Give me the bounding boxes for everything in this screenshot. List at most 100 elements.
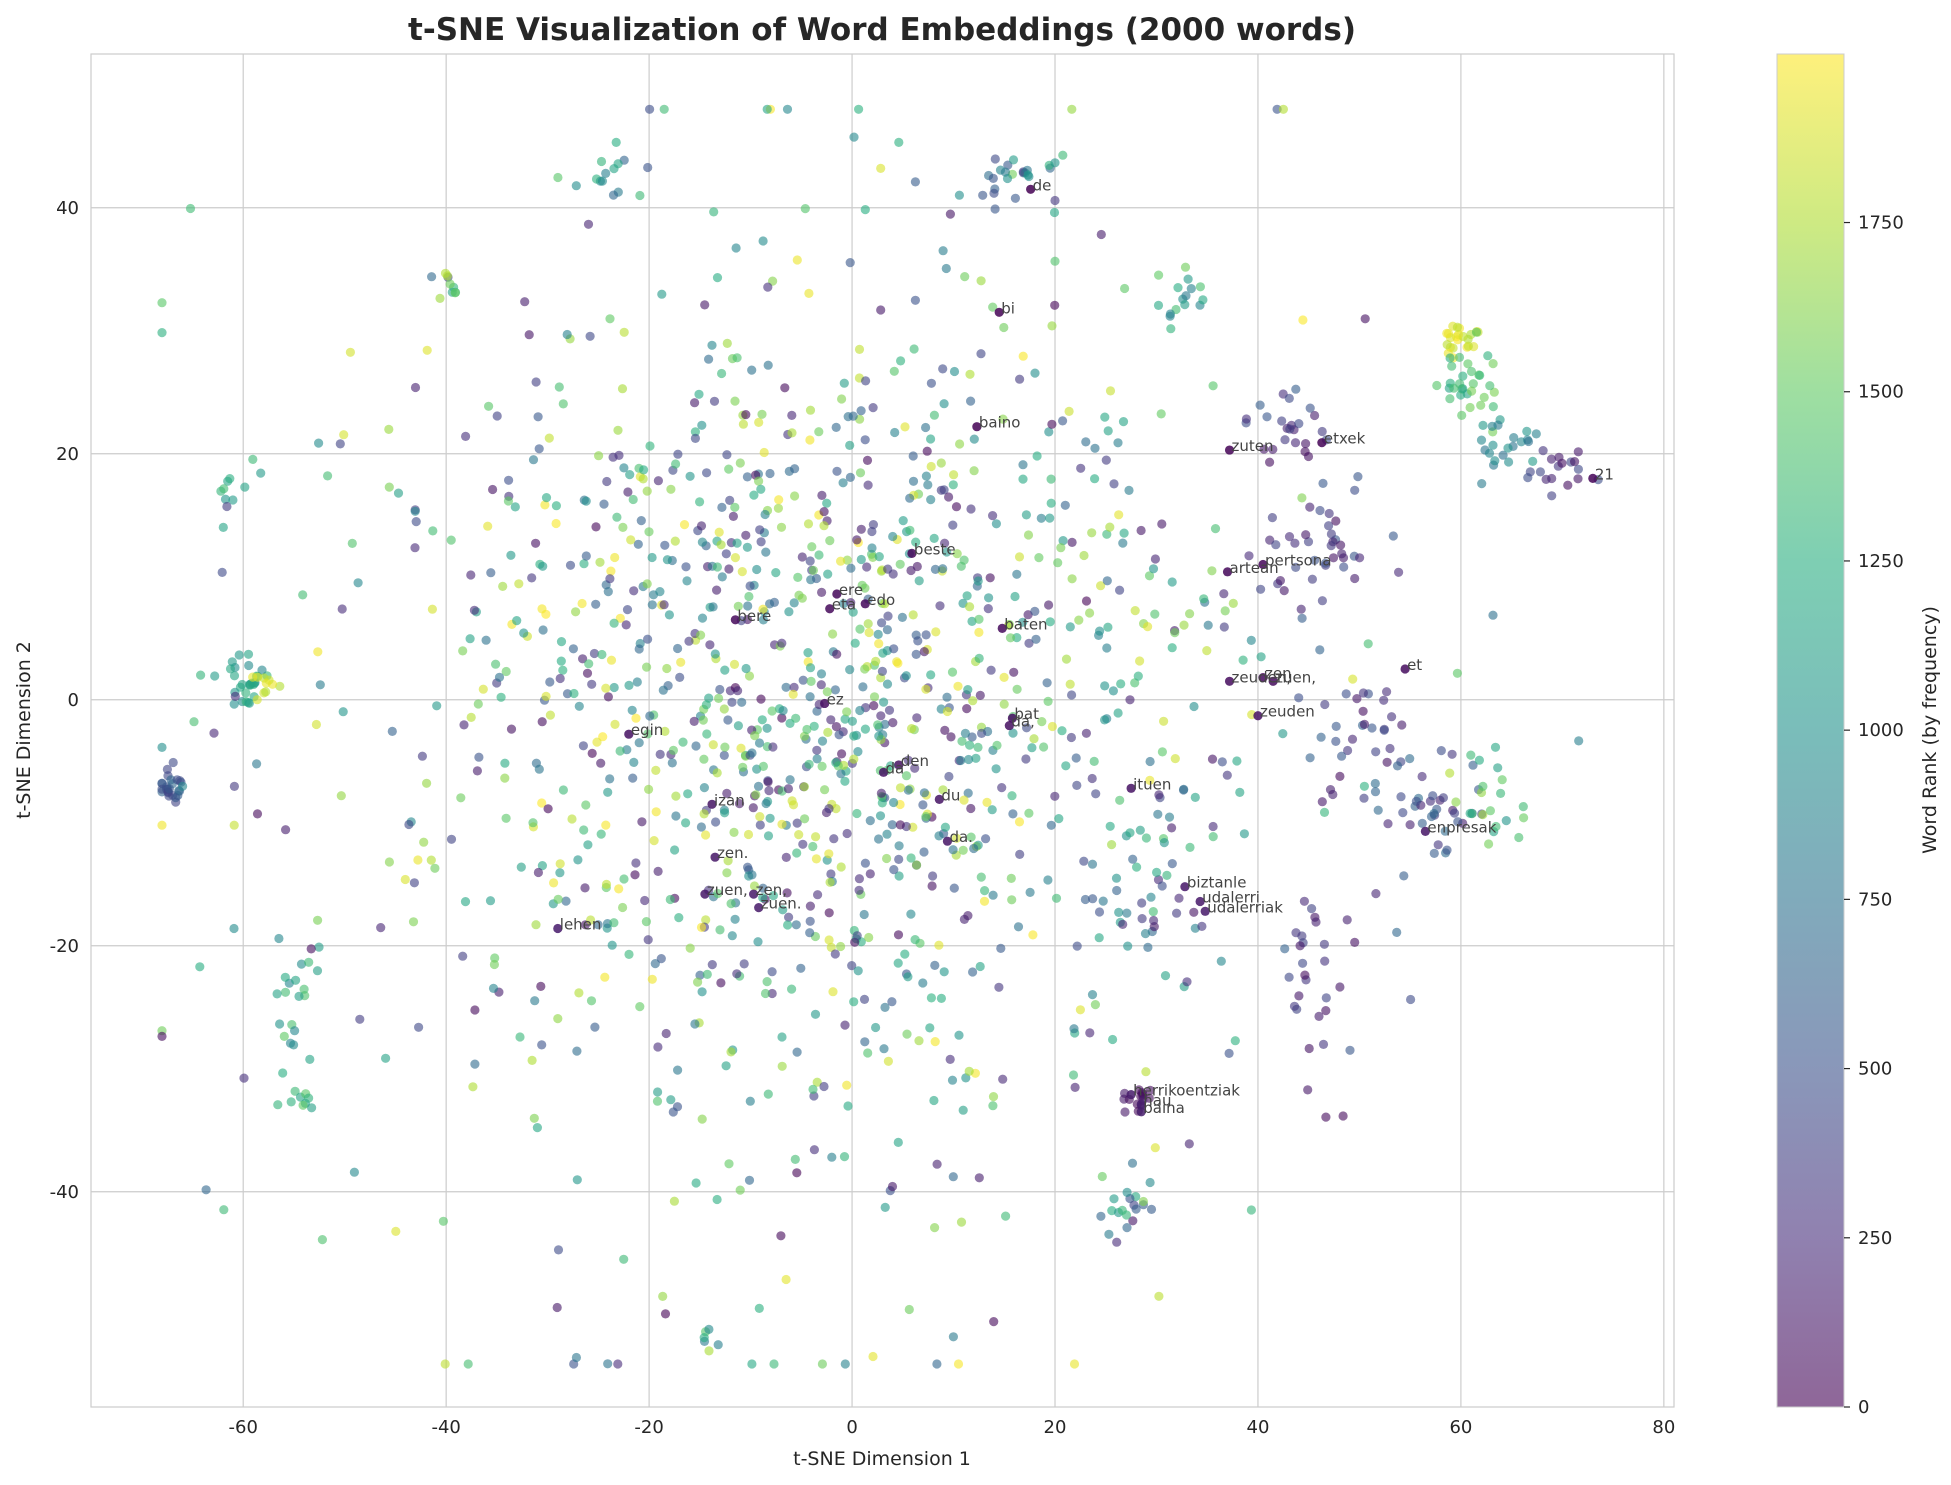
data-point (988, 890, 998, 900)
data-point (861, 376, 871, 386)
word-label: baten (1004, 615, 1047, 633)
data-point (768, 891, 779, 901)
data-point (892, 657, 902, 667)
data-point (586, 915, 596, 925)
data-point (1208, 821, 1218, 832)
data-point (954, 1030, 964, 1040)
data-point (949, 470, 959, 480)
data-point (1164, 812, 1175, 822)
data-point (1182, 977, 1192, 987)
data-point (1127, 1158, 1138, 1168)
data-point (836, 941, 846, 952)
data-point (422, 778, 432, 788)
data-point (1018, 351, 1028, 361)
data-point (1014, 817, 1025, 827)
data-point (946, 732, 956, 742)
data-point (965, 740, 975, 750)
data-point (1216, 956, 1226, 966)
data-point (1067, 574, 1077, 584)
data-point (714, 527, 724, 537)
data-point (1522, 426, 1532, 436)
data-point (609, 682, 619, 693)
data-point (1124, 485, 1134, 495)
data-point (647, 600, 657, 610)
data-point (1294, 991, 1304, 1001)
data-point (1370, 787, 1381, 797)
data-point (483, 521, 493, 531)
data-point (1255, 400, 1265, 410)
data-point (1428, 791, 1438, 801)
data-point (1324, 521, 1334, 531)
data-point (988, 302, 998, 312)
data-point (581, 551, 591, 561)
data-point (936, 485, 946, 495)
data-point (1157, 519, 1167, 529)
word-label: et (1407, 656, 1422, 674)
data-point (537, 861, 548, 871)
data-point (803, 648, 813, 658)
data-point (824, 935, 834, 945)
word-label: beste (914, 540, 956, 558)
data-point (999, 699, 1009, 709)
data-point (905, 493, 915, 503)
data-point (704, 354, 714, 364)
data-point (858, 682, 868, 692)
data-point (1184, 1139, 1194, 1149)
data-point (910, 935, 920, 945)
data-point (1102, 576, 1112, 586)
data-point (773, 503, 784, 513)
data-point (1150, 554, 1160, 564)
data-point (911, 537, 921, 547)
data-point (168, 757, 178, 768)
data-point (1341, 689, 1351, 699)
data-point (304, 1093, 314, 1103)
data-point (642, 579, 652, 589)
data-point (792, 255, 802, 265)
data-point (1367, 723, 1377, 733)
data-point (643, 634, 653, 644)
word-label: du (941, 786, 960, 804)
data-point (886, 761, 896, 771)
data-point (512, 616, 522, 626)
data-point (600, 972, 610, 982)
data-point (1297, 493, 1307, 503)
data-point (1137, 898, 1147, 908)
data-point (411, 517, 421, 527)
data-point (696, 822, 707, 832)
data-point (956, 561, 966, 571)
data-point (1071, 753, 1081, 763)
data-point (742, 472, 753, 482)
colorbar-tick-label: 500 (1858, 1059, 1892, 1080)
data-point (982, 797, 992, 808)
data-point (549, 878, 559, 888)
word-label: da, (1011, 713, 1034, 731)
data-point (996, 943, 1006, 954)
data-point (828, 629, 838, 639)
data-point (671, 811, 681, 821)
data-point (699, 783, 710, 793)
data-point (953, 681, 963, 691)
data-point (809, 721, 819, 731)
data-point (1405, 820, 1415, 830)
data-point (805, 901, 816, 911)
data-point (806, 676, 816, 687)
data-point (877, 798, 887, 808)
data-point (609, 618, 619, 628)
data-point (229, 781, 239, 792)
data-point (1024, 808, 1034, 818)
data-point (1325, 785, 1336, 795)
data-point (1383, 819, 1393, 829)
data-point (280, 972, 290, 982)
data-point (674, 913, 684, 923)
data-point (864, 627, 874, 638)
labeled-word-point (825, 604, 835, 614)
data-point (612, 512, 622, 522)
data-point (314, 942, 324, 952)
data-point (644, 784, 654, 795)
data-point (582, 668, 593, 678)
data-point (816, 680, 826, 690)
data-point (252, 809, 263, 819)
data-point (1100, 412, 1110, 422)
data-point (1271, 540, 1281, 550)
